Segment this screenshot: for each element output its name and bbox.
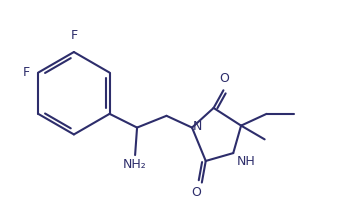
Text: O: O: [191, 186, 201, 199]
Text: NH: NH: [237, 155, 256, 168]
Text: F: F: [23, 66, 30, 79]
Text: NH₂: NH₂: [123, 158, 147, 171]
Text: F: F: [70, 29, 77, 42]
Text: N: N: [193, 120, 202, 133]
Text: O: O: [219, 72, 229, 85]
